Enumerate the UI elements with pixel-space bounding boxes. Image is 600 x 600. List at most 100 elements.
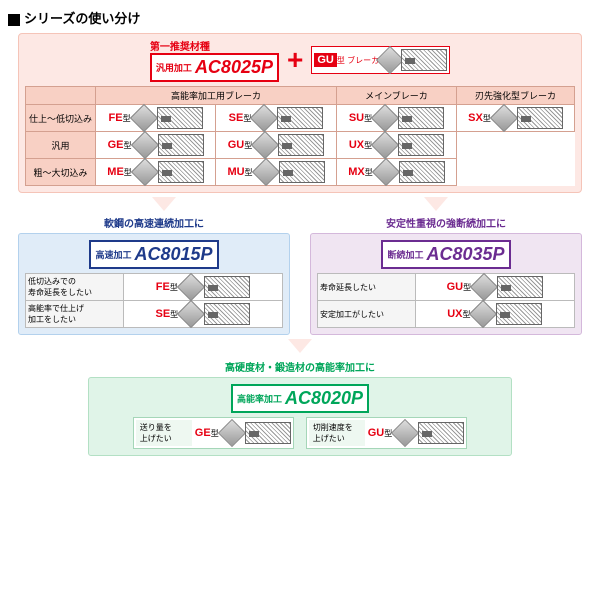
- profile-diagram: [517, 107, 563, 129]
- arrow-down-icon: [424, 197, 448, 211]
- right-section: 安定性重視の強断続加工に 断続加工 AC8035P 寿命延長したいGU型安定加工…: [310, 215, 582, 335]
- arrow-down-icon: [152, 197, 176, 211]
- type-label: FE: [156, 281, 170, 293]
- insert-icon: [131, 158, 159, 186]
- insert-icon: [371, 104, 399, 132]
- bottom-grade-box: 高能率加工 AC8020P: [231, 384, 369, 413]
- profile-diagram: [157, 107, 203, 129]
- insert-icon: [177, 300, 205, 328]
- profile-diagram: [497, 276, 543, 298]
- insert-icon: [129, 104, 157, 132]
- type-label: SE: [155, 308, 170, 320]
- breaker-cell: GU型: [218, 134, 334, 156]
- type-label: UX: [447, 308, 462, 320]
- profile-diagram: [158, 161, 204, 183]
- left-grade-box: 高速加工 AC8015P: [89, 240, 218, 269]
- profile-diagram: [278, 134, 324, 156]
- rec-label: 第一推奨材種: [150, 38, 279, 53]
- profile-diagram: [204, 303, 250, 325]
- item-desc: 切削速度を上げたい: [309, 420, 365, 446]
- insert-icon: [177, 273, 205, 301]
- breaker-cell: GU型: [418, 276, 572, 298]
- profile-diagram: [279, 161, 325, 183]
- flow-arrows-2: [28, 339, 572, 353]
- bottom-grade-name: AC8020P: [285, 388, 363, 409]
- type-label: GU: [368, 427, 385, 439]
- profile-diagram: [496, 303, 542, 325]
- type-label: SE: [229, 112, 244, 124]
- insert-icon: [469, 300, 497, 328]
- breaker-cell: FE型: [98, 107, 213, 129]
- type-label: MU: [227, 166, 244, 178]
- main-grade-tag: 汎用加工: [156, 61, 192, 74]
- item-desc: 安定加工がしたい: [318, 301, 416, 328]
- profile-diagram: [204, 276, 250, 298]
- type-label: FE: [109, 112, 123, 124]
- gu-label: GU: [314, 53, 337, 67]
- insert-icon: [250, 104, 278, 132]
- breaker-table: 高能率加工用ブレーカ メインブレーカ 刃先強化型ブレーカ 仕上～低切込みFE型S…: [25, 86, 575, 186]
- arrow-down-icon: [288, 339, 312, 353]
- item-desc: 寿命延長したい: [318, 274, 416, 301]
- col-header: 刃先強化型ブレーカ: [457, 87, 575, 105]
- type-label: SX: [468, 112, 483, 124]
- breaker-cell: SE型: [218, 107, 334, 129]
- insert-icon: [371, 131, 399, 159]
- breaker-cell: GE型: [98, 134, 213, 156]
- insert-icon: [376, 46, 404, 74]
- row-header: 粗～大切込み: [26, 159, 96, 186]
- type-label: GE: [108, 139, 124, 151]
- profile-diagram: [398, 134, 444, 156]
- row-header: 仕上～低切込み: [26, 105, 96, 132]
- profile-diagram: [398, 107, 444, 129]
- profile-diagram: [245, 422, 291, 444]
- type-label: ME: [107, 166, 124, 178]
- breaker-cell: GE型: [195, 422, 291, 444]
- item-desc: 送り量を上げたい: [136, 420, 192, 446]
- breaker-cell: GU型: [368, 422, 465, 444]
- profile-diagram: [401, 49, 447, 71]
- insert-icon: [218, 419, 246, 447]
- section-title: シリーズの使い分け: [8, 8, 592, 27]
- bottom-section: 高硬度材・鍛造材の高能率加工に 高能率加工 AC8020P 送り量を上げたいGE…: [88, 359, 512, 456]
- breaker-cell: SU型: [339, 107, 454, 129]
- gu-sub: 型 ブレーカ: [337, 55, 379, 66]
- item-desc: 低切込みでの寿命延長をしたい: [26, 274, 124, 301]
- col-header: 高能率加工用ブレーカ: [96, 87, 337, 105]
- insert-icon: [490, 104, 518, 132]
- type-label: UX: [349, 139, 364, 151]
- main-grade-name: AC8025P: [195, 57, 273, 78]
- col-header: メインブレーカ: [336, 87, 456, 105]
- bottom-title: 高硬度材・鍛造材の高能率加工に: [88, 359, 512, 374]
- breaker-cell: MX型: [339, 161, 454, 183]
- insert-icon: [470, 273, 498, 301]
- insert-icon: [391, 419, 419, 447]
- profile-diagram: [418, 422, 464, 444]
- main-grade-box: 汎用加工 AC8025P: [150, 53, 279, 82]
- profile-diagram: [158, 134, 204, 156]
- type-label: SU: [349, 112, 364, 124]
- insert-icon: [130, 131, 158, 159]
- breaker-cell: UX型: [339, 134, 454, 156]
- breaker-cell: ME型: [98, 161, 213, 183]
- right-title: 安定性重視の強断続加工に: [310, 215, 582, 230]
- left-title: 軟鋼の高速連続加工に: [18, 215, 290, 230]
- insert-icon: [251, 158, 279, 186]
- breaker-cell: UX型: [418, 303, 572, 325]
- type-label: GE: [195, 427, 211, 439]
- bottom-item: 送り量を上げたいGE型: [133, 417, 294, 449]
- type-label: GU: [228, 139, 245, 151]
- profile-diagram: [277, 107, 323, 129]
- breaker-cell: FE型: [126, 276, 280, 298]
- breaker-cell: SE型: [126, 303, 280, 325]
- breaker-cell: MU型: [218, 161, 334, 183]
- row-header: 汎用: [26, 132, 96, 159]
- type-label: GU: [447, 281, 464, 293]
- gu-breaker-box: GU 型 ブレーカ: [311, 46, 450, 74]
- breaker-cell: SX型: [459, 107, 572, 129]
- type-label: MX: [348, 166, 365, 178]
- left-section: 軟鋼の高速連続加工に 高速加工 AC8015P 低切込みでの寿命延長をしたいFE…: [18, 215, 290, 335]
- flow-arrows: [28, 197, 572, 211]
- profile-diagram: [399, 161, 445, 183]
- insert-icon: [251, 131, 279, 159]
